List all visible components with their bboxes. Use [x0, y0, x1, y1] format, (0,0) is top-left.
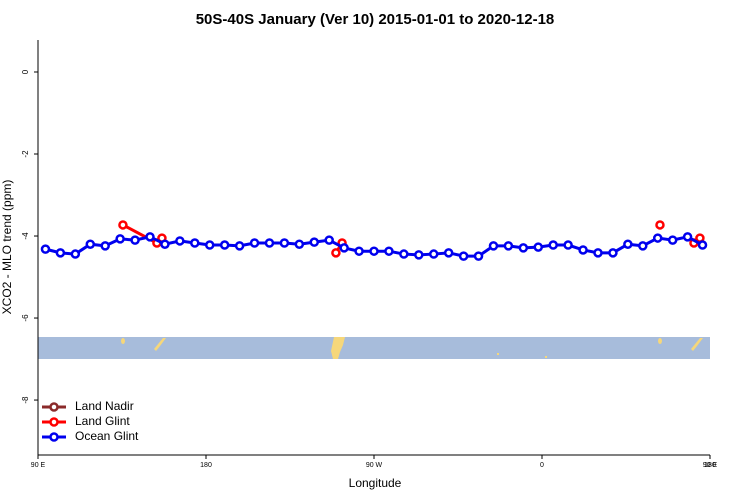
point	[563, 240, 573, 250]
point	[40, 244, 51, 254]
point	[100, 241, 110, 251]
point	[697, 240, 708, 250]
y-tick-label: 0	[21, 69, 30, 74]
point	[369, 246, 379, 256]
point	[593, 248, 603, 258]
legend-marker	[49, 402, 59, 412]
point	[331, 248, 341, 258]
point	[234, 241, 245, 251]
chart-title: 50S-40S January (Ver 10) 2015-01-01 to 2…	[196, 11, 555, 28]
point	[503, 241, 514, 251]
point	[533, 242, 544, 252]
point	[115, 234, 125, 244]
point	[354, 246, 364, 256]
point	[145, 232, 155, 242]
point	[428, 249, 439, 259]
x-tick-label: 180	[704, 462, 716, 469]
point	[578, 245, 588, 255]
point	[399, 249, 409, 259]
point	[309, 237, 320, 247]
point	[548, 240, 558, 250]
legend-marker	[49, 417, 59, 427]
point	[85, 239, 96, 249]
x-tick-label: 90 E	[703, 462, 718, 469]
point	[638, 241, 648, 251]
x-axis-label: Longitude	[349, 476, 402, 490]
point	[488, 241, 499, 251]
point	[55, 248, 66, 258]
y-axis-label: XCO2 - MLO trend (ppm)	[0, 180, 14, 315]
point	[264, 238, 275, 248]
point	[473, 251, 484, 261]
point	[118, 220, 128, 230]
point	[70, 249, 81, 259]
legend-marker	[49, 432, 59, 442]
point	[414, 250, 424, 260]
point	[608, 248, 618, 258]
point	[652, 233, 663, 243]
point	[324, 235, 334, 245]
y-tick-label: -4	[21, 232, 30, 240]
point	[190, 238, 200, 248]
x-tick-label: 90 W	[366, 462, 383, 469]
point	[667, 235, 678, 245]
point	[249, 238, 260, 248]
point	[384, 246, 394, 256]
point	[130, 235, 140, 245]
y-tick-label: -6	[21, 314, 30, 322]
y-tick-label: -2	[21, 150, 30, 158]
x-tick-label: 180	[200, 462, 212, 469]
point	[518, 243, 529, 253]
point	[219, 240, 230, 250]
point	[655, 220, 665, 230]
legend-label: Ocean Glint	[75, 429, 139, 443]
legend-label: Land Glint	[75, 414, 130, 428]
point	[682, 232, 693, 242]
point	[458, 251, 469, 261]
point	[175, 236, 185, 246]
point	[204, 240, 215, 250]
y-tick-label: -8	[21, 396, 30, 404]
map-strip	[38, 337, 710, 359]
point	[623, 239, 633, 249]
x-tick-label: 90 E	[31, 462, 46, 469]
point	[294, 239, 305, 249]
x-tick-label: 0	[540, 462, 544, 469]
legend-label: Land Nadir	[75, 399, 134, 413]
point	[160, 239, 170, 249]
point	[443, 248, 454, 258]
point	[339, 243, 349, 253]
point	[279, 238, 290, 248]
